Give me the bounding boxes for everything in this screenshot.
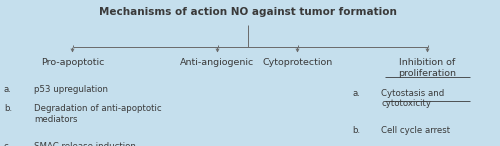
Text: a.: a. <box>4 85 12 94</box>
Text: p53 upregulation: p53 upregulation <box>34 85 108 94</box>
Text: b.: b. <box>352 126 360 135</box>
Text: Mechanisms of action NO against tumor formation: Mechanisms of action NO against tumor fo… <box>98 7 397 17</box>
Text: b.: b. <box>4 104 12 113</box>
Text: c.: c. <box>4 142 12 146</box>
Text: Anti-angiogenic: Anti-angiogenic <box>180 58 254 67</box>
Text: Pro-apoptotic: Pro-apoptotic <box>41 58 104 67</box>
Text: Cell cycle arrest: Cell cycle arrest <box>381 126 450 135</box>
Text: SMAC release induction: SMAC release induction <box>34 142 136 146</box>
Text: Inhibition of
proliferation: Inhibition of proliferation <box>398 58 456 78</box>
Text: Cytoprotection: Cytoprotection <box>262 58 332 67</box>
Text: Degradation of anti-apoptotic
mediators: Degradation of anti-apoptotic mediators <box>34 104 162 124</box>
Text: Cytostasis and
cytotoxicity: Cytostasis and cytotoxicity <box>381 89 444 108</box>
Text: a.: a. <box>352 89 360 98</box>
